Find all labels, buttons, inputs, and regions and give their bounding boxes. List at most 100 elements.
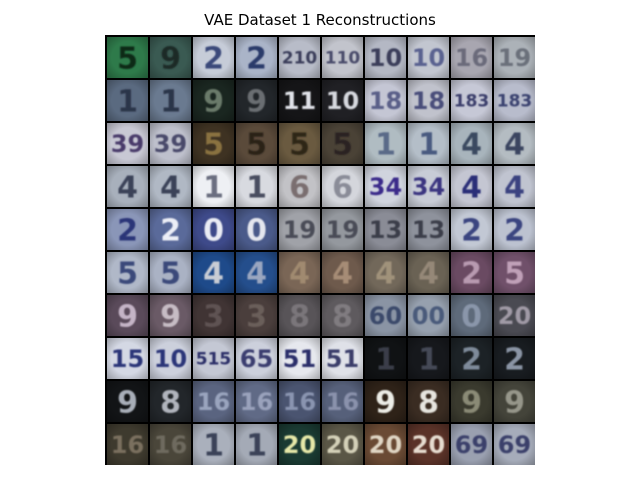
reconstruction-tile: 515 — [193, 338, 234, 379]
reconstruction-tile: 20 — [494, 295, 535, 336]
tile-shading — [365, 166, 406, 207]
reconstruction-tile: 9 — [150, 295, 191, 336]
reconstruction-tile: 4 — [236, 252, 277, 293]
reconstruction-tile: 4 — [451, 166, 492, 207]
reconstruction-tile: 2 — [494, 209, 535, 250]
tile-shading — [150, 37, 191, 78]
reconstruction-tile: 1 — [365, 123, 406, 164]
tile-shading — [408, 381, 449, 422]
reconstruction-tile: 183 — [494, 80, 535, 121]
reconstruction-tile: 60 — [365, 295, 406, 336]
reconstruction-tile: 16 — [451, 37, 492, 78]
reconstruction-tile: 19 — [494, 37, 535, 78]
tile-shading — [193, 80, 234, 121]
reconstruction-tile: 5 — [150, 252, 191, 293]
tile-shading — [365, 381, 406, 422]
tile-shading — [408, 295, 449, 336]
tile-shading — [365, 338, 406, 379]
tile-shading — [150, 209, 191, 250]
reconstruction-tile: 9 — [107, 295, 148, 336]
tile-shading — [451, 80, 492, 121]
reconstruction-tile: 10 — [408, 37, 449, 78]
tile-shading — [150, 166, 191, 207]
tile-shading — [279, 252, 320, 293]
reconstruction-tile: 1 — [107, 80, 148, 121]
tile-shading — [408, 209, 449, 250]
tile-shading — [494, 37, 535, 78]
reconstruction-tile: 2 — [451, 209, 492, 250]
tile-shading — [279, 80, 320, 121]
reconstruction-tile: 1 — [408, 338, 449, 379]
figure-title: VAE Dataset 1 Reconstructions — [204, 11, 436, 29]
reconstruction-tile: 16 — [322, 381, 363, 422]
tile-shading — [322, 166, 363, 207]
tile-shading — [236, 123, 277, 164]
reconstruction-tile: 1 — [193, 424, 234, 465]
reconstruction-tile: 13 — [408, 209, 449, 250]
tile-shading — [279, 209, 320, 250]
tile-shading — [279, 37, 320, 78]
reconstruction-tile: 20 — [279, 424, 320, 465]
tile-shading — [451, 381, 492, 422]
reconstruction-tile: 0 — [236, 209, 277, 250]
reconstruction-tile: 2 — [494, 338, 535, 379]
tile-shading — [322, 338, 363, 379]
reconstruction-tile: 1 — [408, 123, 449, 164]
tile-shading — [279, 381, 320, 422]
reconstruction-tile: 10 — [150, 338, 191, 379]
reconstruction-tile: 4 — [494, 166, 535, 207]
reconstruction-tile: 65 — [236, 338, 277, 379]
tile-shading — [279, 424, 320, 465]
tile-shading — [107, 209, 148, 250]
reconstruction-tile: 4 — [451, 123, 492, 164]
tile-shading — [150, 252, 191, 293]
reconstruction-tile: 6 — [279, 166, 320, 207]
tile-shading — [150, 80, 191, 121]
tile-shading — [150, 424, 191, 465]
tile-shading — [322, 381, 363, 422]
tile-shading — [451, 37, 492, 78]
reconstruction-tile: 4 — [193, 252, 234, 293]
reconstruction-tile: 5 — [494, 252, 535, 293]
tile-shading — [451, 424, 492, 465]
tile-shading — [365, 37, 406, 78]
tile-shading — [322, 123, 363, 164]
reconstruction-tile: 16 — [107, 424, 148, 465]
reconstruction-tile: 1 — [236, 424, 277, 465]
tile-shading — [193, 37, 234, 78]
tile-shading — [107, 424, 148, 465]
reconstruction-tile: 16 — [236, 381, 277, 422]
tile-shading — [322, 252, 363, 293]
reconstruction-tile: 51 — [322, 338, 363, 379]
tile-shading — [322, 295, 363, 336]
tile-shading — [451, 295, 492, 336]
tile-shading — [451, 123, 492, 164]
reconstruction-tile: 69 — [494, 424, 535, 465]
tile-shading — [494, 424, 535, 465]
reconstruction-tile: 10 — [322, 80, 363, 121]
reconstruction-tile: 2 — [107, 209, 148, 250]
reconstruction-tile: 20 — [408, 424, 449, 465]
reconstruction-tile: 2 — [150, 209, 191, 250]
tile-shading — [236, 166, 277, 207]
reconstruction-tile: 3 — [193, 295, 234, 336]
reconstruction-tile: 8 — [408, 381, 449, 422]
reconstruction-tile: 4 — [322, 252, 363, 293]
reconstruction-tile: 3 — [236, 295, 277, 336]
reconstruction-tile: 0 — [193, 209, 234, 250]
tile-shading — [193, 338, 234, 379]
tile-shading — [365, 80, 406, 121]
reconstruction-tile: 19 — [322, 209, 363, 250]
reconstruction-tile: 9 — [494, 381, 535, 422]
reconstruction-tile: 1 — [193, 166, 234, 207]
image-grid-canvas: 5922210110101016191199111018181831833939… — [107, 37, 535, 465]
reconstruction-tile: 39 — [150, 123, 191, 164]
reconstruction-tile: 5 — [322, 123, 363, 164]
tile-shading — [193, 209, 234, 250]
tile-shading — [365, 295, 406, 336]
reconstruction-tile: 4 — [365, 252, 406, 293]
tile-shading — [408, 338, 449, 379]
tile-shading — [236, 252, 277, 293]
tile-shading — [451, 209, 492, 250]
tile-shading — [107, 166, 148, 207]
